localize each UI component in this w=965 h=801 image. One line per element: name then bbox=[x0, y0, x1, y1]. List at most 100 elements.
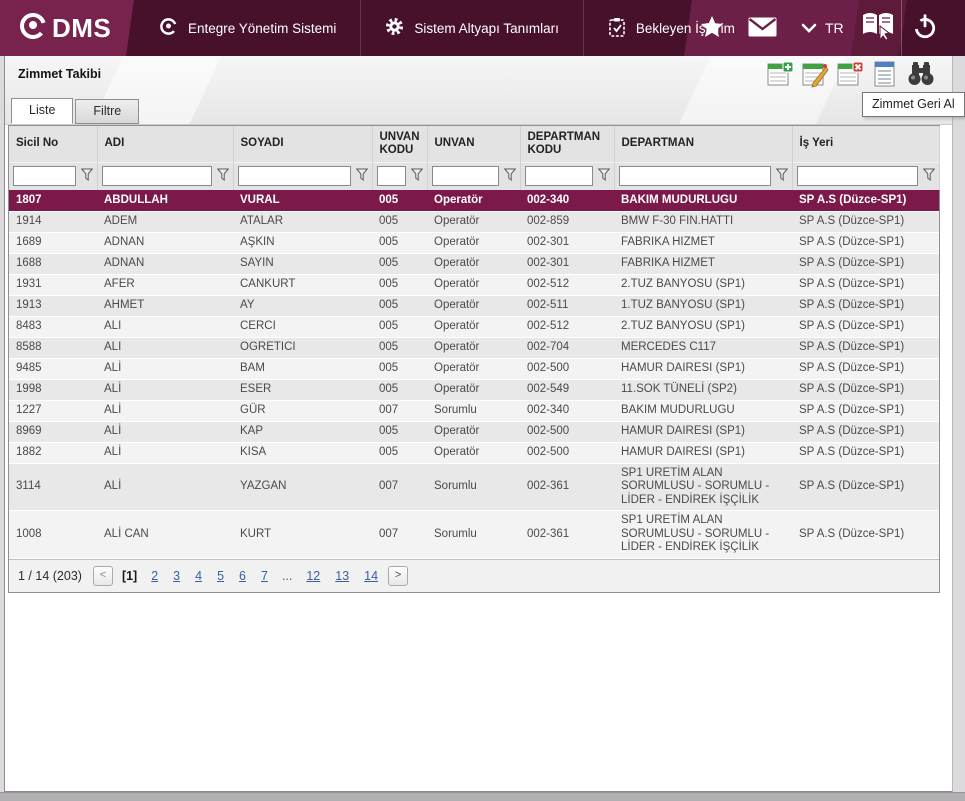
table-row[interactable]: 8969 ALİ KAP 005 Operatör 002-500 HAMUR DAIRES… bbox=[9, 421, 939, 443]
filter-input[interactable] bbox=[524, 166, 593, 187]
table-cell: ALI bbox=[97, 337, 233, 359]
column-header[interactable]: SOYADI bbox=[233, 126, 373, 162]
nav-item-entegre-yonetim-sistemi[interactable]: Entegre Yönetim Sistemi bbox=[135, 0, 360, 56]
funnel-filter-button[interactable] bbox=[921, 168, 937, 184]
page-link[interactable]: 12 bbox=[306, 568, 321, 583]
table-cell: 2.TUZ BANYOSU (SP1) bbox=[614, 274, 792, 296]
search-button[interactable] bbox=[906, 60, 934, 88]
funnel-filter-button[interactable] bbox=[596, 168, 612, 184]
filter-cell bbox=[233, 161, 373, 190]
edit-record-button[interactable] bbox=[801, 60, 829, 88]
table-cell: ADEM bbox=[97, 211, 233, 233]
filter-input[interactable] bbox=[431, 166, 499, 187]
table-row[interactable]: 1688 ADNAN SAYIN 005 Operatör 002-301 FABRIKA … bbox=[9, 253, 939, 275]
table-row[interactable]: 1914 ADEM ATALAR 005 Operatör 002-859 BMW F-30… bbox=[9, 211, 939, 233]
logout-button[interactable] bbox=[912, 14, 938, 43]
funnel-filter-button[interactable] bbox=[215, 168, 231, 184]
table-cell: ALİ bbox=[97, 442, 233, 464]
table-row[interactable]: 1689 ADNAN AŞKIN 005 Operatör 002-301 FABRIKA … bbox=[9, 232, 939, 254]
table-row[interactable]: 1882 ALİ KISA 005 Operatör 002-500 HAMUR DAIRE… bbox=[9, 442, 939, 464]
star-icon bbox=[700, 15, 724, 41]
column-header[interactable]: DEPARTMAN bbox=[614, 126, 793, 162]
table-cell: BMW F-30 FIN.HATTI bbox=[614, 211, 792, 233]
page-link[interactable]: 7 bbox=[260, 568, 268, 583]
column-header[interactable]: UNVAN KODU bbox=[372, 126, 428, 162]
qdms-logo[interactable]: DMS bbox=[18, 0, 111, 56]
table-row[interactable]: 1998 ALİ ESER 005 Operatör 002-549 11.SOK TÜNE… bbox=[9, 379, 939, 401]
page-link[interactable]: 14 bbox=[364, 568, 379, 583]
next-page-button[interactable]: > bbox=[388, 565, 409, 586]
table-row[interactable]: 1008 ALİ CAN KURT 007 Sorumlu 002-361 SP1 URET… bbox=[9, 510, 939, 559]
table-row[interactable]: 1913 AHMET AY 005 Operatör 002-511 1.TUZ BANYO… bbox=[9, 295, 939, 317]
table-cell: 002-361 bbox=[520, 463, 614, 511]
page-link[interactable]: 6 bbox=[239, 568, 246, 583]
filter-input[interactable] bbox=[101, 166, 212, 187]
table-cell: SP A.S (Düzce-SP1) bbox=[792, 211, 939, 233]
funnel-filter-button[interactable] bbox=[79, 168, 95, 184]
filter-input[interactable] bbox=[237, 166, 351, 187]
table-row[interactable]: 9485 ALİ BAM 005 Operatör 002-500 HAMUR DAIRES… bbox=[9, 358, 939, 380]
table-cell: 005 bbox=[372, 232, 427, 254]
funnel-icon bbox=[775, 168, 788, 184]
tooltip: Zimmet Geri Al bbox=[862, 92, 965, 117]
table-cell: SP A.S (Düzce-SP1) bbox=[792, 358, 939, 380]
funnel-filter-button[interactable] bbox=[774, 168, 790, 184]
page-link[interactable]: 3 bbox=[173, 568, 181, 583]
qdms-logo-icon bbox=[18, 11, 48, 46]
help-book-button[interactable] bbox=[860, 10, 896, 45]
funnel-icon bbox=[80, 168, 93, 184]
page-link[interactable]: 13 bbox=[335, 568, 350, 583]
table-row[interactable]: 8588 ALI OGRETICI 005 Operatör 002-704 MERCEDE… bbox=[9, 337, 939, 359]
table-cell: HAMUR DAIRESI (SP1) bbox=[614, 421, 792, 443]
language-selector[interactable]: TR bbox=[801, 20, 844, 36]
page-link[interactable]: 4 bbox=[195, 568, 203, 583]
funnel-icon bbox=[410, 168, 423, 184]
table-cell: HAMUR DAIRESI (SP1) bbox=[614, 442, 792, 464]
table-cell: 3114 bbox=[9, 463, 97, 511]
column-header[interactable]: ADI bbox=[97, 126, 234, 162]
tab-liste[interactable]: Liste bbox=[11, 98, 74, 124]
table-cell: 11.SOK TÜNELİ (SP2) bbox=[614, 379, 792, 401]
table-row[interactable]: 8483 ALI CERCI 005 Operatör 002-512 2.TUZ BANY… bbox=[9, 316, 939, 338]
filter-input[interactable] bbox=[376, 166, 406, 187]
filter-cell bbox=[614, 161, 793, 190]
delete-record-button[interactable] bbox=[836, 60, 864, 88]
add-record-button[interactable] bbox=[766, 60, 794, 88]
table-cell: 1913 bbox=[9, 295, 97, 317]
table-row[interactable]: 1807 ABDULLAH VURAL 005 Operatör 002-340 BAKIM… bbox=[9, 190, 939, 212]
table-cell: KAP bbox=[233, 421, 372, 443]
page-link[interactable]: 2 bbox=[151, 568, 159, 583]
column-header[interactable]: DEPARTMAN KODU bbox=[520, 126, 615, 162]
table-cell: 8588 bbox=[9, 337, 97, 359]
funnel-filter-button[interactable] bbox=[502, 168, 518, 184]
table-cell: 1689 bbox=[9, 232, 97, 254]
table-row[interactable]: 1931 AFER CANKURT 005 Operatör 002-512 2.TUZ B… bbox=[9, 274, 939, 296]
filter-input[interactable] bbox=[796, 166, 918, 187]
table-row[interactable]: 1227 ALİ GÜR 007 Sorumlu 002-340 BAKIM MUDURLU… bbox=[9, 400, 939, 422]
previous-page-button[interactable]: < bbox=[92, 565, 113, 586]
table-cell: ATALAR bbox=[233, 211, 372, 233]
column-header[interactable]: UNVAN bbox=[427, 126, 521, 162]
nav-item-sistem-altyapi-tanimlari[interactable]: Sistem Altyapı Tanımları bbox=[360, 0, 583, 56]
mail-icon bbox=[748, 17, 777, 40]
chevron-down-icon bbox=[801, 20, 817, 36]
page-link[interactable]: 5 bbox=[217, 568, 225, 583]
messages-button[interactable] bbox=[748, 17, 777, 40]
table-row[interactable]: 3114 ALİ YAZGAN 007 Sorumlu 002-361 SP1 URETİM… bbox=[9, 463, 939, 511]
filter-input[interactable] bbox=[13, 166, 76, 187]
funnel-filter-button[interactable] bbox=[409, 168, 425, 184]
funnel-filter-button[interactable] bbox=[354, 168, 370, 184]
table-cell: Operatör bbox=[427, 232, 520, 254]
table-cell: Sorumlu bbox=[427, 510, 520, 559]
filter-input[interactable] bbox=[618, 166, 771, 187]
tab-filtre[interactable]: Filtre bbox=[75, 99, 140, 124]
favorites-button[interactable] bbox=[700, 15, 724, 41]
column-header[interactable]: Sicil No bbox=[9, 126, 98, 162]
table-cell: 005 bbox=[372, 253, 427, 275]
column-header[interactable]: İş Yeri bbox=[792, 126, 940, 162]
zimmet-geri-al-button[interactable] bbox=[871, 60, 899, 88]
table-cell: 1227 bbox=[9, 400, 97, 422]
table-cell: 8483 bbox=[9, 316, 97, 338]
table-cell: 002-549 bbox=[520, 379, 614, 401]
table-cell: 002-512 bbox=[520, 274, 614, 296]
